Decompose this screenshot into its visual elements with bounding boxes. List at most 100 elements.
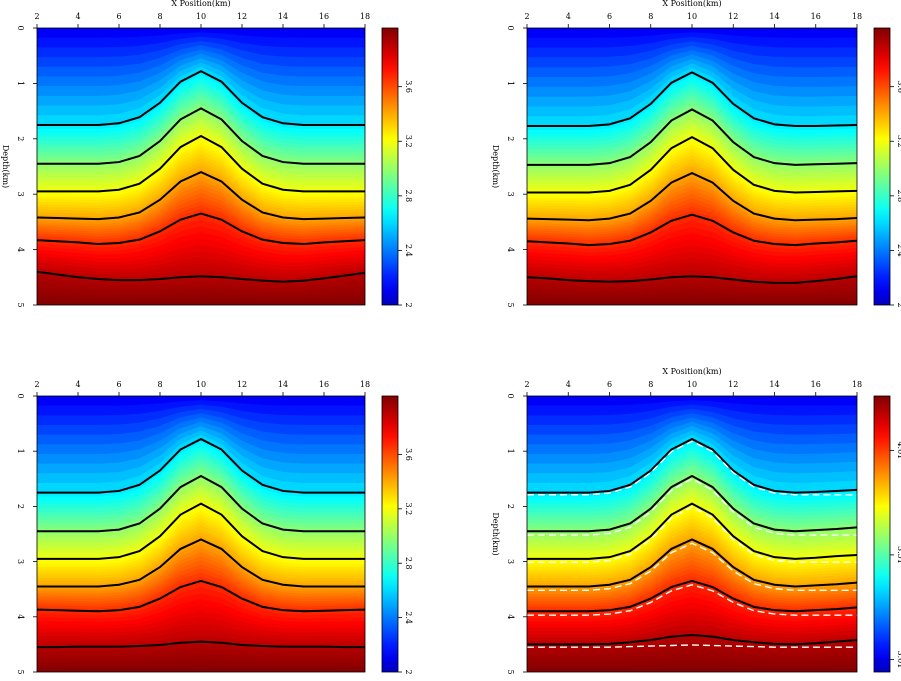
y-tick-label: 1 [16,449,25,454]
x-tick-label: 12 [237,12,247,21]
contour [37,640,365,649]
contour [37,107,365,165]
x-tick-label: 8 [648,12,653,21]
x-tick-label: 8 [157,380,162,389]
contour [527,634,857,646]
x-tick-label: 8 [648,380,653,389]
y-tick-label: 3 [506,559,515,564]
y-tick-label: 5 [16,302,25,307]
colorbar [381,27,399,306]
x-tick-label: 2 [524,380,529,389]
x-tick-label: 2 [524,12,529,21]
x-tick-label: 2 [34,380,39,389]
y-tick-label: 3 [506,192,515,197]
y-tick-label: 1 [16,81,25,86]
x-tick-label: 8 [157,12,162,21]
reference-contour [527,477,857,536]
y-tick-label: 4 [506,247,515,252]
colorbar-tick-label: 3.51 [896,546,901,564]
y-tick-label: 0 [16,393,25,398]
x-tick-label: 14 [278,12,288,21]
colorbar-tick-label: 2.4 [404,611,413,624]
colorbar-tick-label: 3.2 [404,502,413,515]
x-tick-label: 18 [852,12,862,21]
contour [37,70,365,126]
x-tick-label: 14 [769,12,779,21]
contour [527,172,857,222]
contour [527,136,857,194]
x-tick-label: 4 [566,380,571,389]
reference-contour [527,644,857,648]
velocity-field [527,28,857,305]
x-axis-title: X Position(km) [171,0,230,8]
x-tick-label: 14 [278,380,288,389]
contour [527,474,857,533]
x-tick-label: 4 [75,380,80,389]
colorbar [873,395,891,673]
colorbar-tick-label: 2.8 [404,189,413,202]
velocity-field [37,396,365,672]
y-tick-label: 2 [16,136,25,141]
reference-contour [527,542,857,592]
contour [37,170,365,221]
y-tick-label: 5 [506,302,515,307]
reference-contour [527,506,857,563]
x-tick-label: 6 [116,12,121,21]
contour [37,502,365,560]
x-tick-label: 14 [769,380,779,389]
colorbar-tick-label: 2.8 [896,189,901,202]
x-tick-label: 2 [34,12,39,21]
contour [527,502,857,560]
y-axis-title: Depth(km) [491,512,500,555]
colorbar [873,27,891,306]
colorbar-tick-label: 2 [896,302,901,307]
velocity-band [527,302,857,305]
x-tick-label: 10 [196,380,206,389]
y-tick-label: 1 [506,81,515,86]
velocity-field [37,28,365,305]
colorbar-tick-label: 3.2 [404,135,413,148]
colorbar-tick-label: 3.6 [896,80,901,93]
colorbar-tick-label: 2.8 [404,557,413,570]
contour [527,437,857,494]
x-tick-label: 12 [728,380,738,389]
contour [37,134,365,193]
y-tick-label: 5 [506,669,515,674]
x-axis-title: X Position(km) [662,0,721,8]
y-axis-title: Depth(km) [491,145,500,188]
reference-contour [527,440,857,496]
velocity-band [37,668,365,672]
x-tick-label: 4 [566,12,571,21]
y-tick-label: 5 [16,669,25,674]
x-tick-label: 12 [728,12,738,21]
x-tick-label: 10 [687,380,697,389]
x-tick-label: 6 [607,12,612,21]
y-tick-label: 1 [506,449,515,454]
y-tick-label: 0 [506,25,515,30]
y-tick-label: 3 [16,192,25,197]
contour [527,275,857,284]
y-tick-label: 2 [506,136,515,141]
velocity-band [37,301,365,305]
y-tick-label: 2 [506,504,515,509]
x-tick-label: 10 [196,12,206,21]
contour [527,108,857,166]
y-tick-label: 3 [16,559,25,564]
colorbar-tick-label: 2 [404,669,413,674]
contour [527,213,857,247]
contour [527,538,857,588]
x-tick-label: 16 [319,380,329,389]
x-tick-label: 6 [607,380,612,389]
colorbar-tick-label: 4.01 [896,441,901,459]
colorbar-tick-label: 3.2 [896,135,901,148]
colorbar [381,395,399,673]
colorbar-tick-label: 2.4 [404,244,413,257]
colorbar-tick-label: 3.01 [896,651,901,669]
contour [37,579,365,613]
y-tick-label: 0 [16,25,25,30]
contour [527,71,857,128]
